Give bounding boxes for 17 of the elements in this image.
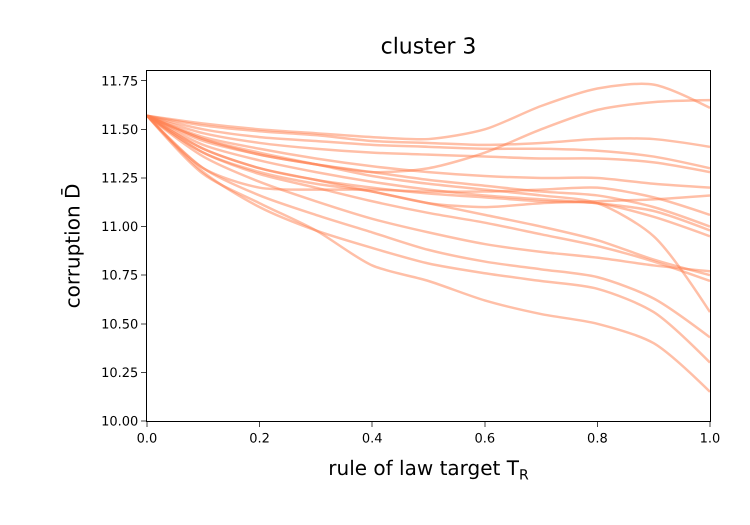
y-axis-title: corruption D̄: [60, 184, 85, 308]
x-tick-label: 0.2: [249, 432, 270, 447]
x-tick-label: 0.0: [136, 432, 158, 447]
x-tick-label: 0.4: [362, 432, 383, 447]
y-tick-label: 10.50: [101, 317, 138, 332]
chart-title: cluster 3: [380, 34, 476, 60]
y-tick-label: 11.00: [101, 220, 138, 236]
y-tick-label: 10.25: [101, 366, 138, 381]
y-tick-label: 11.25: [101, 171, 138, 186]
x-tick-label: 0.6: [474, 432, 496, 447]
y-tick-label: 11.50: [101, 122, 138, 138]
x-tick-label: 0.8: [587, 432, 608, 447]
y-tick-label: 11.75: [101, 74, 138, 90]
x-axis-title: rule of law target T$_{R}$: [328, 456, 529, 484]
x-tick-label: 1.0: [700, 432, 720, 447]
y-tick-label: 10.00: [101, 414, 138, 430]
y-tick-label: 10.75: [101, 268, 138, 284]
